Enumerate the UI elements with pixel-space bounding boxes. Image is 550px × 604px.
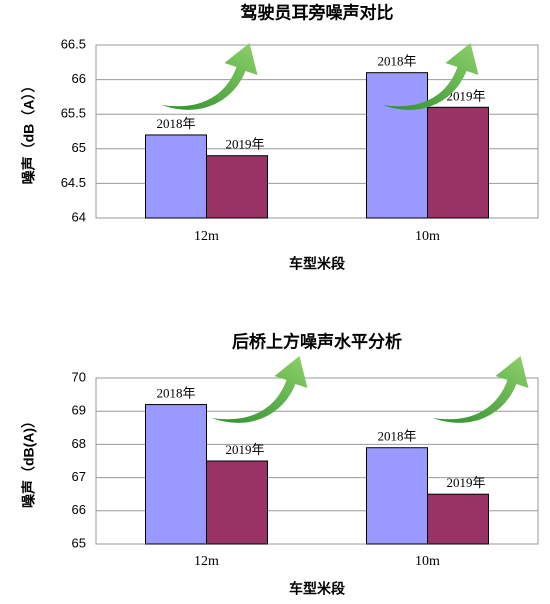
data-label: 2018年 — [377, 54, 416, 69]
bar — [366, 447, 428, 545]
bar — [427, 106, 489, 219]
y-tick-label: 65 — [72, 535, 86, 550]
trend-arrow — [382, 43, 479, 110]
y-axis-title: 噪声（dB（A）） — [21, 79, 37, 185]
y-tick-label: 70 — [72, 369, 86, 384]
bar — [366, 72, 428, 219]
bar — [206, 155, 268, 219]
x-axis-title: 车型米段 — [289, 581, 345, 597]
data-label: 2018年 — [377, 429, 416, 444]
x-tick-label: 12m — [194, 554, 219, 569]
y-tick-label: 67 — [72, 469, 86, 484]
y-tick-label: 65.5 — [61, 106, 86, 121]
data-label: 2018年 — [156, 116, 195, 131]
y-tick-label: 64 — [72, 209, 86, 224]
y-tick-label: 66 — [72, 71, 86, 86]
bar — [427, 493, 489, 545]
y-axis-title: 噪声（dB(A)） — [21, 414, 37, 508]
y-tick-label: 65 — [72, 140, 86, 155]
y-tick-label: 64.5 — [61, 175, 86, 190]
bar — [206, 460, 268, 545]
bar — [145, 404, 207, 545]
data-label: 2019年 — [225, 442, 264, 457]
data-label: 2018年 — [156, 386, 195, 401]
x-tick-label: 10m — [415, 554, 440, 569]
data-label: 2019年 — [446, 475, 485, 490]
y-tick-label: 66 — [72, 502, 86, 517]
chart-title: 驾驶员耳旁噪声对比 — [241, 2, 394, 22]
data-label: 2019年 — [446, 88, 485, 103]
bar — [145, 134, 207, 219]
y-tick-label: 68 — [72, 436, 86, 451]
plot-frame — [95, 377, 539, 545]
data-label: 2019年 — [225, 137, 264, 152]
y-tick-label: 69 — [72, 403, 86, 418]
x-tick-label: 10m — [415, 229, 440, 244]
trend-arrow — [161, 43, 258, 110]
trend-arrow — [432, 356, 529, 423]
chart-title: 后桥上方噪声水平分析 — [232, 331, 402, 351]
x-axis-title: 车型米段 — [289, 256, 345, 272]
x-tick-label: 12m — [194, 229, 219, 244]
trend-arrow — [211, 356, 308, 423]
plot-frame — [95, 44, 539, 219]
y-tick-label: 66.5 — [61, 36, 86, 51]
